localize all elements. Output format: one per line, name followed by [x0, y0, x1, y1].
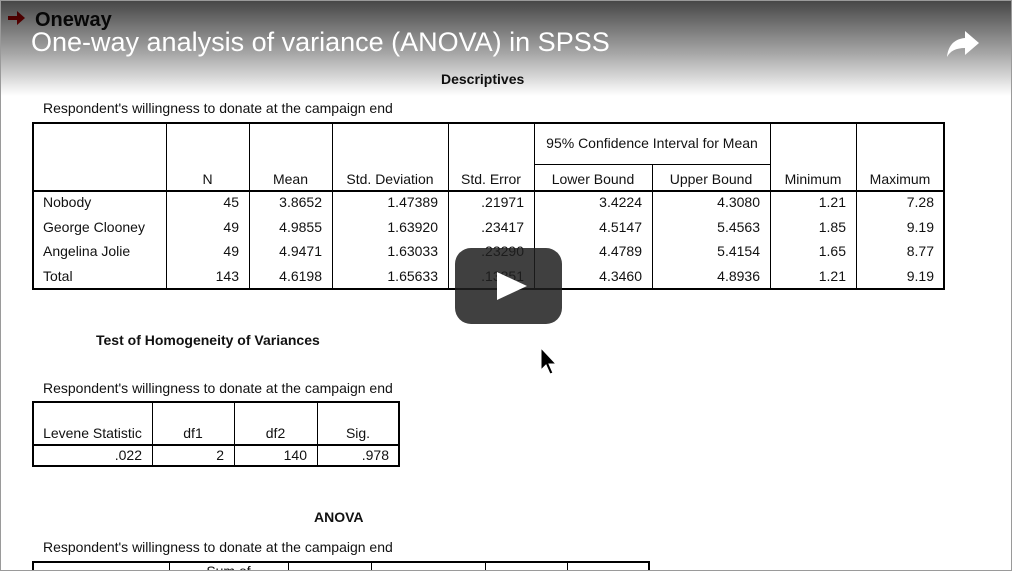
table-cell: .022	[114, 446, 142, 463]
table-cell: 143	[215, 267, 239, 284]
table-rule	[33, 401, 399, 403]
video-title[interactable]: One-way analysis of variance (ANOVA) in …	[31, 27, 610, 57]
table-cell: 49	[223, 218, 239, 235]
descriptives-subtitle: Respondent's willingness to donate at th…	[43, 100, 393, 116]
table-cell: 1.65	[818, 243, 846, 260]
table-rule	[533, 123, 535, 289]
table-rule	[287, 562, 289, 570]
table-rule	[33, 561, 649, 563]
table-cell: 5.4154	[717, 243, 760, 260]
table-rule	[651, 164, 653, 289]
table-cell: .978	[361, 446, 389, 463]
table-cell: 2	[216, 446, 224, 463]
table-rule	[33, 465, 399, 467]
table-cell: 49	[223, 243, 239, 260]
table-cell: .23417	[481, 218, 524, 235]
table-rule	[769, 123, 771, 289]
table-rule	[316, 402, 318, 466]
column-group-header: 95% Confidence Interval for Mean	[546, 134, 758, 151]
column-header: Minimum	[784, 171, 842, 187]
table-cell: 4.9855	[279, 218, 322, 235]
table-rule	[32, 401, 34, 467]
column-header: N	[202, 171, 213, 187]
row-label: Total	[43, 267, 73, 284]
table-rule	[447, 123, 449, 289]
table-rule	[165, 123, 167, 289]
title-overlay	[1, 1, 1011, 96]
column-header: df1	[183, 425, 203, 441]
table-cell: 4.8936	[717, 267, 760, 284]
table-cell: 1.63920	[387, 218, 438, 235]
table-cell: 4.3460	[599, 267, 642, 284]
table-rule	[32, 561, 34, 570]
table-cell: 1.21	[818, 194, 846, 211]
table-rule	[33, 122, 944, 124]
table-rule	[370, 562, 372, 570]
table-rule	[331, 123, 333, 289]
table-cell: 4.9471	[279, 243, 322, 260]
table-rule	[32, 122, 34, 290]
table-cell: 1.63033	[387, 243, 438, 260]
table-cell: .21971	[481, 194, 524, 211]
table-cell: 9.19	[906, 267, 934, 284]
row-label: Nobody	[43, 194, 92, 211]
column-header: Std. Deviation	[346, 171, 434, 187]
table-cell: 140	[283, 446, 307, 463]
table-rule	[648, 561, 650, 570]
row-label: George Clooney	[43, 218, 145, 235]
table-cell: 1.21	[818, 267, 846, 284]
column-header: df2	[265, 425, 286, 441]
table-cell: 1.47389	[387, 194, 438, 211]
table-cell: 7.28	[906, 194, 934, 211]
table-cell: 4.5147	[599, 218, 642, 235]
table-cell: 1.85	[818, 218, 846, 235]
column-header: Sig.	[345, 425, 371, 441]
table-rule	[248, 123, 250, 289]
table-cell: 3.4224	[599, 194, 642, 211]
table-cell: 4.6198	[279, 267, 322, 284]
table-cell: 3.8652	[279, 194, 322, 211]
column-header: Levene Statistic	[43, 425, 142, 441]
table-cell: 8.77	[906, 243, 934, 260]
column-header: Std. Error	[461, 171, 521, 187]
column-header: Mean	[272, 171, 309, 187]
table-rule	[33, 444, 399, 446]
table-rule	[233, 402, 235, 466]
table-cell: 45	[223, 194, 239, 211]
table-rule	[484, 562, 486, 570]
table-rule	[855, 123, 857, 289]
table-cell: 4.4789	[599, 243, 642, 260]
homogeneity-title: Test of Homogeneity of Variances	[96, 332, 320, 348]
mouse-cursor	[540, 347, 558, 375]
table-cell: 4.3080	[717, 194, 760, 211]
table-rule	[168, 562, 170, 570]
anova-subtitle: Respondent's willingness to donate at th…	[43, 539, 393, 555]
column-header: Lower Bound	[551, 171, 635, 187]
table-rule	[398, 401, 400, 467]
anova-title: ANOVA	[314, 509, 364, 525]
table-cell: 9.19	[906, 218, 934, 235]
row-label: Angelina Jolie	[43, 243, 131, 260]
table-rule	[33, 190, 944, 192]
table-rule	[566, 562, 568, 570]
homogeneity-subtitle: Respondent's willingness to donate at th…	[43, 380, 393, 396]
table-cell: 1.65633	[387, 267, 438, 284]
share-button[interactable]	[945, 29, 981, 59]
column-header: Upper Bound	[669, 171, 753, 187]
play-button[interactable]	[455, 248, 563, 326]
table-rule	[943, 122, 945, 290]
table-rule	[151, 402, 153, 466]
column-header: Maximum	[869, 171, 931, 187]
table-cell: 5.4563	[717, 218, 760, 235]
anova-partial-header: Sum of	[206, 563, 251, 571]
